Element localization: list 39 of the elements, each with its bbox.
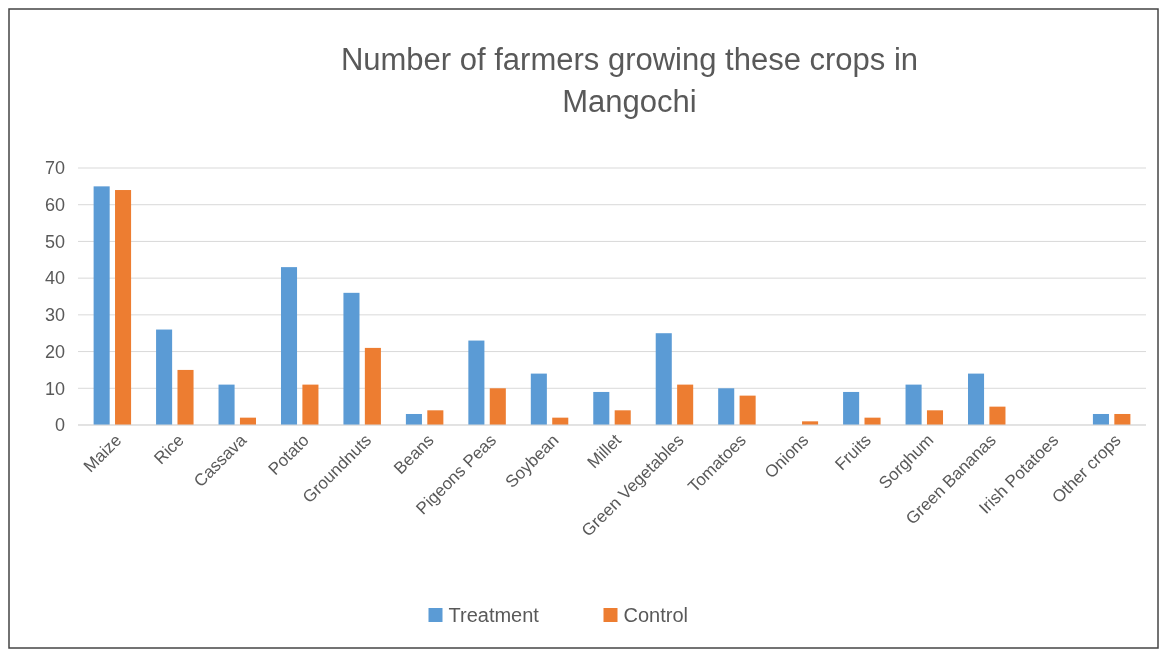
x-tick-label: Rice <box>150 430 188 469</box>
bar <box>843 391 860 425</box>
chart-title: Number of farmers growing these crops in Mangochi <box>340 42 919 119</box>
bar <box>926 410 944 425</box>
legend-label: Control <box>623 604 688 626</box>
y-tick-label: 50 <box>44 231 65 252</box>
bar <box>677 384 694 425</box>
bar <box>989 406 1006 425</box>
bar <box>364 347 381 425</box>
bar <box>614 410 631 425</box>
bar <box>1114 413 1131 425</box>
bar <box>405 413 422 425</box>
bar <box>218 384 235 425</box>
y-tick-label: 40 <box>44 268 65 289</box>
bar <box>468 340 485 425</box>
bar <box>93 186 110 425</box>
y-tick-label: 20 <box>44 341 65 362</box>
y-tick-label: 10 <box>44 378 65 399</box>
bar <box>177 369 194 425</box>
bar <box>343 292 360 425</box>
y-tick-label: 60 <box>44 195 65 216</box>
bar <box>968 373 985 425</box>
bar <box>280 267 298 425</box>
y-tick-label: 0 <box>54 415 65 436</box>
y-tick-label: 70 <box>44 158 65 179</box>
y-tick-label: 30 <box>44 305 65 326</box>
bar <box>115 190 132 425</box>
bar <box>593 391 610 425</box>
bar <box>718 388 735 425</box>
legend-label: Treatment <box>448 604 540 626</box>
bar <box>655 333 672 425</box>
bar <box>530 373 547 425</box>
bar <box>302 384 319 425</box>
bar <box>156 329 173 425</box>
bar <box>739 395 756 425</box>
bar <box>427 410 444 425</box>
bar <box>1092 413 1109 425</box>
bar <box>489 388 506 425</box>
bar <box>905 384 922 425</box>
